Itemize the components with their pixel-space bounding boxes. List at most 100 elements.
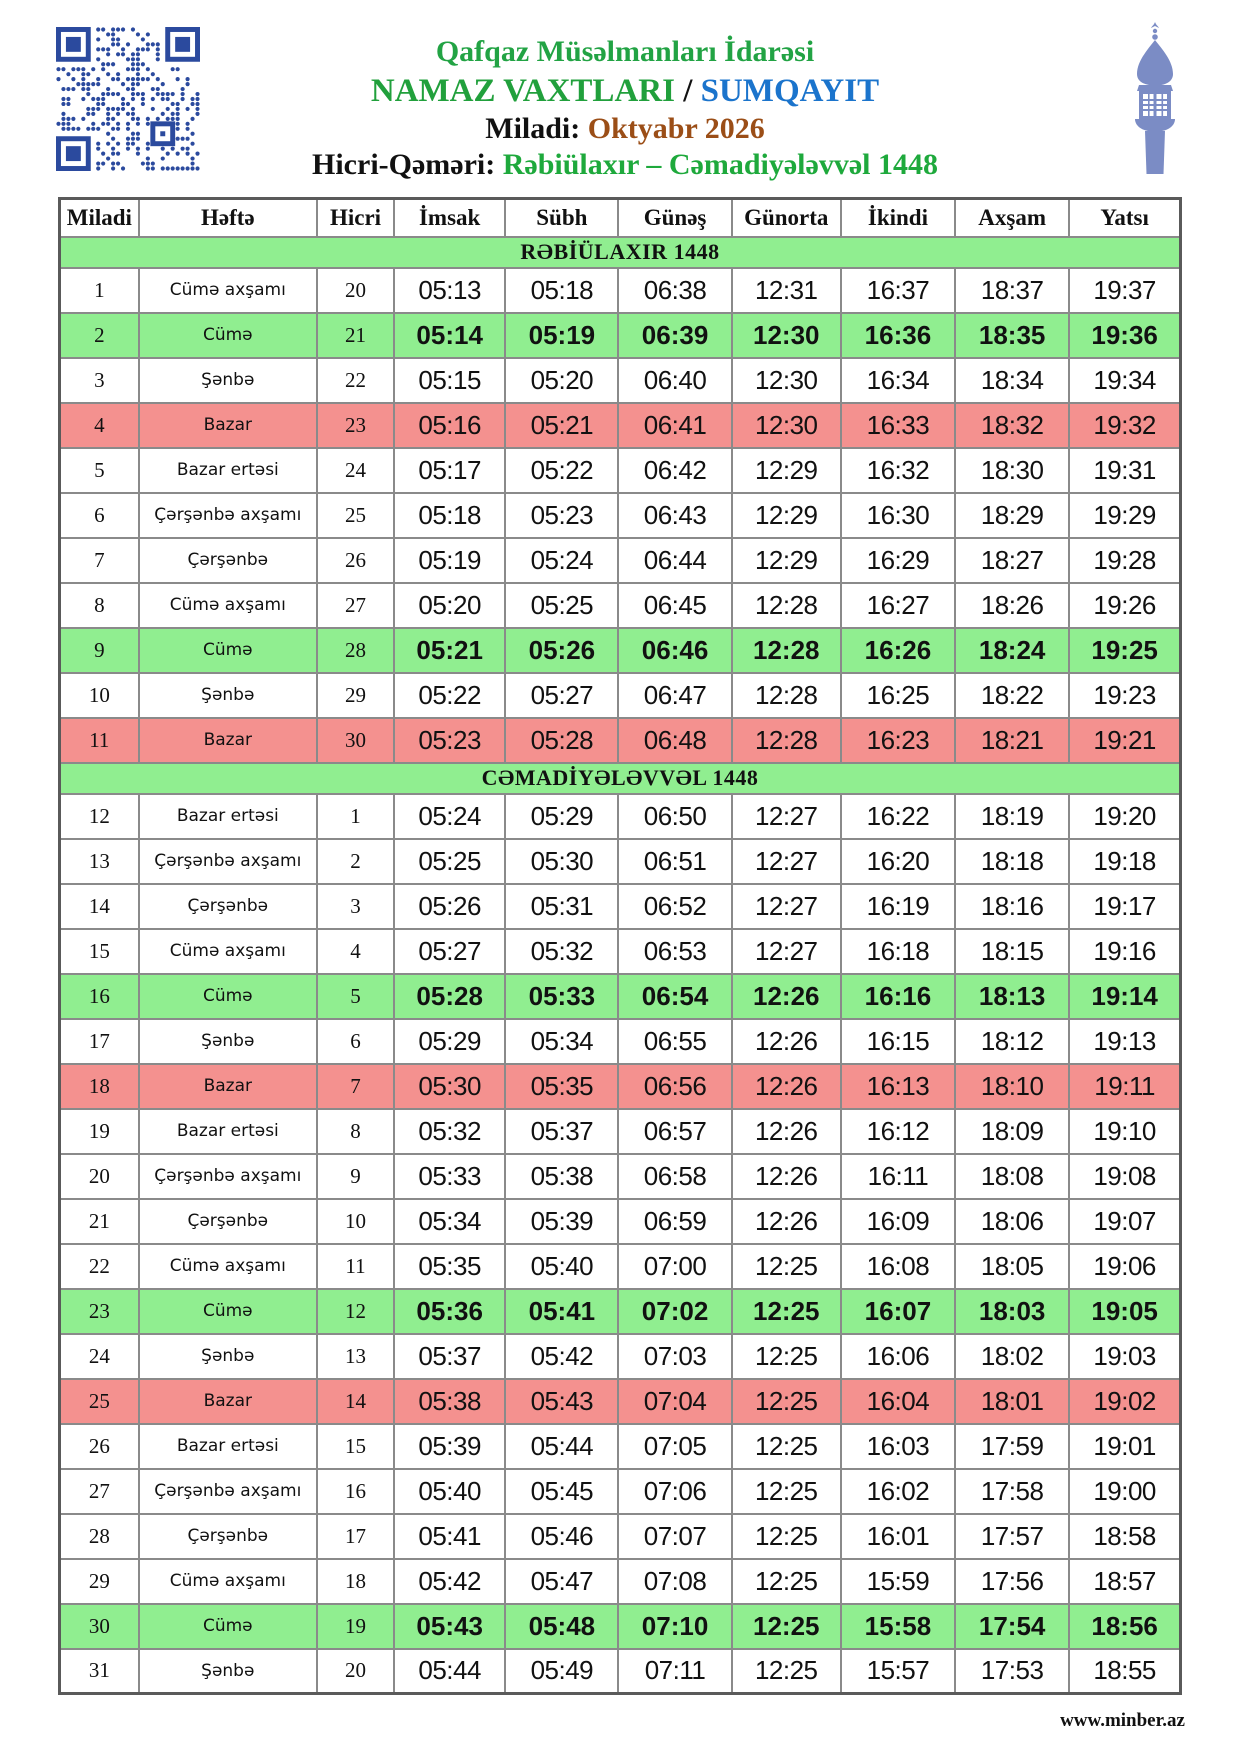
miladi-cell: 2 — [58, 311, 140, 359]
time-cell: 19:05 — [1068, 1287, 1182, 1335]
table-row: 29 Cümə axşamı 18 05:42 05:47 07:08 12:25 15:59… — [58, 1557, 1182, 1605]
time-cell: 12:25 — [730, 1332, 842, 1380]
time-cell: 18:56 — [1068, 1602, 1182, 1650]
hicri-cell: 16 — [315, 1467, 396, 1515]
time-cell: 19:11 — [1068, 1062, 1182, 1110]
table-row: 31 Şənbə 20 05:44 05:49 07:11 12:25 15:57 17:53 1… — [58, 1647, 1182, 1695]
time-cell: 16:18 — [839, 927, 957, 975]
time-cell: 16:07 — [839, 1287, 957, 1335]
miladi-value: Oktyabr 2026 — [587, 111, 765, 145]
hicri-cell: 28 — [315, 626, 396, 674]
miladi-cell: 24 — [58, 1332, 140, 1380]
time-cell: 06:57 — [617, 1107, 733, 1155]
time-cell: 16:20 — [839, 837, 957, 885]
time-cell: 18:58 — [1068, 1512, 1182, 1560]
time-cell: 05:21 — [504, 401, 620, 449]
time-cell: 12:26 — [730, 1062, 842, 1110]
time-cell: 19:20 — [1068, 792, 1182, 840]
miladi-cell: 20 — [58, 1152, 140, 1200]
minaret-graphic — [1135, 22, 1175, 174]
time-cell: 12:28 — [730, 581, 842, 629]
time-cell: 07:07 — [617, 1512, 733, 1560]
column-header-miladi: Miladi — [58, 197, 140, 238]
time-cell: 05:39 — [504, 1197, 620, 1245]
time-cell: 19:23 — [1068, 671, 1182, 719]
time-cell: 19:26 — [1068, 581, 1182, 629]
time-cell: 12:26 — [730, 1017, 842, 1065]
time-cell: 19:28 — [1068, 536, 1182, 584]
time-cell: 05:35 — [393, 1242, 507, 1290]
time-cell: 18:34 — [954, 356, 1071, 404]
time-cell: 19:06 — [1068, 1242, 1182, 1290]
time-cell: 19:21 — [1068, 716, 1182, 764]
time-cell: 06:39 — [617, 311, 733, 359]
weekday-cell: Bazar — [137, 716, 318, 764]
weekday-cell: Çərşənbə — [137, 1512, 318, 1560]
hicri-cell: 19 — [315, 1602, 396, 1650]
time-cell: 05:49 — [504, 1647, 620, 1695]
time-cell: 05:14 — [393, 311, 507, 359]
time-cell: 05:42 — [393, 1557, 507, 1605]
hicri-cell: 17 — [315, 1512, 396, 1560]
weekday-cell: Çərşənbə — [137, 882, 318, 930]
qr-code-graphic — [56, 27, 200, 171]
weekday-cell: Çərşənbə axşamı — [137, 837, 318, 885]
hicri-cell: 26 — [315, 536, 396, 584]
time-cell: 07:11 — [617, 1647, 733, 1695]
time-cell: 05:44 — [393, 1647, 507, 1695]
time-cell: 05:15 — [393, 356, 507, 404]
weekday-cell: Şənbə — [137, 356, 318, 404]
time-cell: 07:04 — [617, 1377, 733, 1425]
time-cell: 18:37 — [954, 266, 1071, 314]
time-cell: 06:48 — [617, 716, 733, 764]
time-cell: 05:26 — [393, 882, 507, 930]
miladi-label: Miladi: — [485, 111, 588, 145]
hicri-cell: 14 — [315, 1377, 396, 1425]
weekday-cell: Bazar — [137, 401, 318, 449]
time-cell: 12:25 — [730, 1467, 842, 1515]
page-title: NAMAZ VAXTLARI / SUMQAYIT — [150, 71, 1100, 111]
time-cell: 12:28 — [730, 626, 842, 674]
time-cell: 16:16 — [839, 972, 957, 1020]
weekday-cell: Şənbə — [137, 1332, 318, 1380]
time-cell: 16:34 — [839, 356, 957, 404]
time-cell: 05:33 — [393, 1152, 507, 1200]
time-cell: 07:03 — [617, 1332, 733, 1380]
time-cell: 07:06 — [617, 1467, 733, 1515]
time-cell: 17:58 — [954, 1467, 1071, 1515]
time-cell: 17:59 — [954, 1422, 1071, 1470]
time-cell: 16:04 — [839, 1377, 957, 1425]
time-cell: 12:27 — [730, 882, 842, 930]
hicri-cell: 20 — [315, 266, 396, 314]
time-cell: 05:39 — [393, 1422, 507, 1470]
time-cell: 12:25 — [730, 1377, 842, 1425]
time-cell: 12:28 — [730, 671, 842, 719]
time-cell: 05:23 — [504, 491, 620, 539]
time-cell: 06:44 — [617, 536, 733, 584]
weekday-cell: Bazar — [137, 1062, 318, 1110]
weekday-cell: Cümə — [137, 1602, 318, 1650]
time-cell: 16:36 — [839, 311, 957, 359]
time-cell: 18:21 — [954, 716, 1071, 764]
miladi-cell: 30 — [58, 1602, 140, 1650]
time-cell: 16:09 — [839, 1197, 957, 1245]
weekday-cell: Cümə — [137, 972, 318, 1020]
weekday-cell: Bazar ertəsi — [137, 1422, 318, 1470]
time-cell: 06:58 — [617, 1152, 733, 1200]
table-row: 13 Çərşənbə axşamı 2 05:25 05:30 06:51 12:27 16… — [58, 837, 1182, 885]
time-cell: 15:57 — [839, 1647, 957, 1695]
hicri-label: Hicri-Qəməri: — [312, 148, 503, 182]
hicri-cell: 18 — [315, 1557, 396, 1605]
section-header-row: RƏBİÜLAXIR 1448 — [58, 235, 1182, 269]
time-cell: 05:31 — [504, 882, 620, 930]
miladi-cell: 21 — [58, 1197, 140, 1245]
column-header-günorta: Günorta — [730, 197, 842, 238]
time-cell: 19:32 — [1068, 401, 1182, 449]
weekday-cell: Cümə axşamı — [137, 266, 318, 314]
time-cell: 19:17 — [1068, 882, 1182, 930]
time-cell: 18:55 — [1068, 1647, 1182, 1695]
time-cell: 06:53 — [617, 927, 733, 975]
time-cell: 05:41 — [393, 1512, 507, 1560]
time-cell: 05:26 — [504, 626, 620, 674]
